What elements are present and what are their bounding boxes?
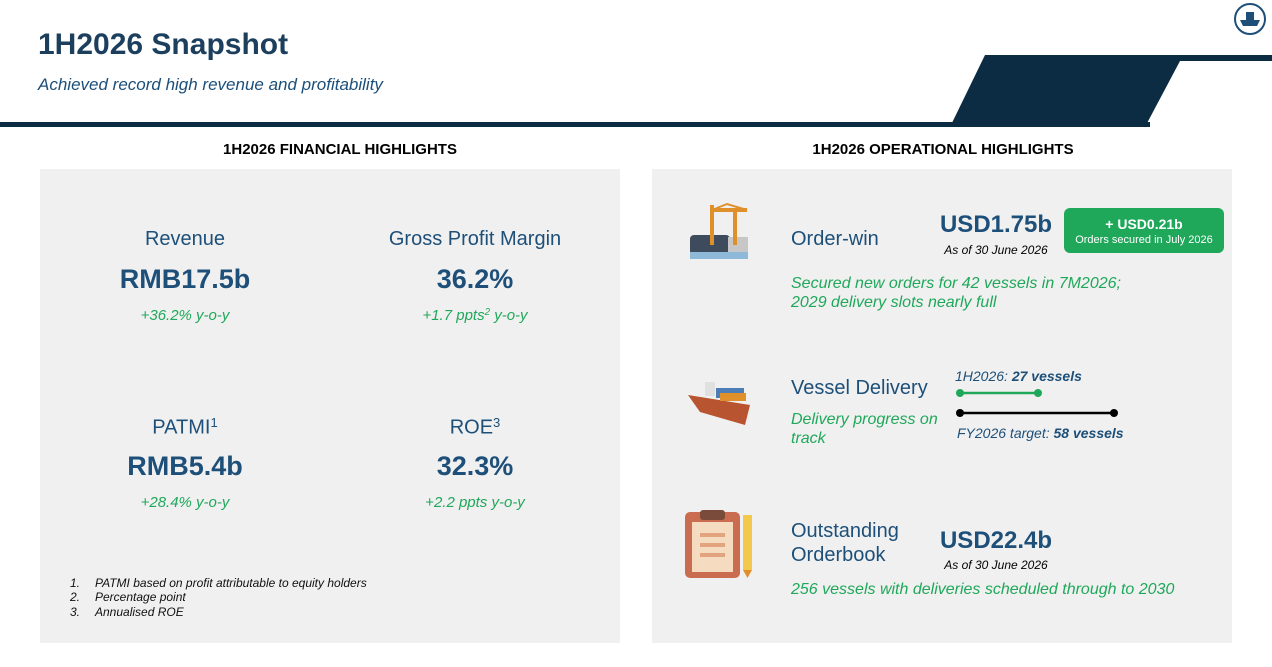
order-badge [1064, 208, 1224, 253]
metric-value: RMB5.4b [127, 451, 243, 481]
badge-note: Orders secured in July 2026 [1075, 234, 1213, 246]
progress-dot [1034, 389, 1042, 397]
metric-change: +28.4% y-o-y [140, 494, 230, 511]
metric-value: RMB17.5b [119, 264, 251, 294]
label-text: PATMI [152, 416, 211, 439]
title: 1H2026 Snapshot [38, 28, 289, 61]
item-description: Delivery progress on [791, 411, 938, 428]
logo-ship [1240, 12, 1260, 26]
metric-label: Gross Profit Margin [388, 228, 562, 250]
item-value: USD22.4b [939, 527, 1053, 554]
header-line [0, 122, 1150, 127]
header-band [950, 55, 1272, 127]
footnote-number: 2. [70, 590, 81, 604]
footnote-text: Annualised ROE [95, 605, 184, 619]
period-value: 27 vessels [1011, 368, 1082, 384]
financial-panel [40, 169, 620, 643]
item-label: Vessel Delivery [791, 377, 928, 399]
footnote-ref: 3 [493, 415, 501, 430]
footnote-ref: 2 [484, 307, 491, 319]
item-description: 256 vessels with deliveries scheduled th… [791, 581, 1175, 598]
metric-change: +2.2 ppts y-o-y [425, 494, 525, 511]
item-label: Order-win [791, 228, 879, 250]
badge-title: + USD0.21b [1105, 216, 1183, 232]
metric-change: +36.2% y-o-y [140, 307, 230, 324]
target-label: FY2026 target: [957, 425, 1050, 441]
footnote-text: Percentage point [95, 590, 186, 604]
progress-dot [956, 389, 964, 397]
target-value: 58 vessels [1053, 425, 1124, 441]
section-heading: 1H2026 OPERATIONAL HIGHLIGHTS [812, 141, 1074, 158]
metric-value: 36.2% [436, 264, 514, 294]
item-label: Outstanding [791, 520, 899, 542]
metric-label: PATMI1 [152, 416, 217, 438]
footnote-text: PATMI based on profit attributable to eq… [95, 576, 367, 590]
metric-label: Revenue [144, 228, 226, 250]
period-progress: 1H2026: 27 vessels [955, 369, 1082, 383]
change-suffix: y-o-y [494, 307, 528, 324]
footnote-number: 1. [70, 576, 81, 590]
item-description: Secured new orders for 42 vessels in 7M2… [791, 275, 1121, 292]
item-label: Orderbook [791, 544, 886, 566]
section-heading: 1H2026 FINANCIAL HIGHLIGHTS [223, 141, 457, 158]
metric-label: ROE3 [450, 416, 501, 438]
metric-change: +1.7 ppts2 y-o-y [422, 308, 527, 323]
order-win-icon [690, 202, 748, 259]
subtitle: Achieved record high revenue and profita… [38, 75, 383, 94]
label-text: ROE [449, 416, 494, 439]
orderbook-icon [685, 510, 752, 578]
target-dot [1110, 409, 1118, 417]
target-dot [956, 409, 964, 417]
item-description: 2029 delivery slots nearly full [791, 294, 997, 311]
change-text: +1.7 ppts [422, 307, 485, 324]
metric-value: 32.3% [436, 451, 514, 481]
item-description: track [791, 430, 826, 447]
item-date: As of 30 June 2026 [944, 243, 1048, 257]
vessel-icon [688, 382, 750, 425]
footnote-number: 3. [70, 605, 81, 619]
period-label: 1H2026: [955, 368, 1008, 384]
item-value: USD1.75b [939, 211, 1053, 238]
footnote-ref: 1 [210, 415, 218, 430]
target-progress: FY2026 target: 58 vessels [957, 426, 1124, 440]
item-date: As of 30 June 2026 [944, 558, 1048, 572]
